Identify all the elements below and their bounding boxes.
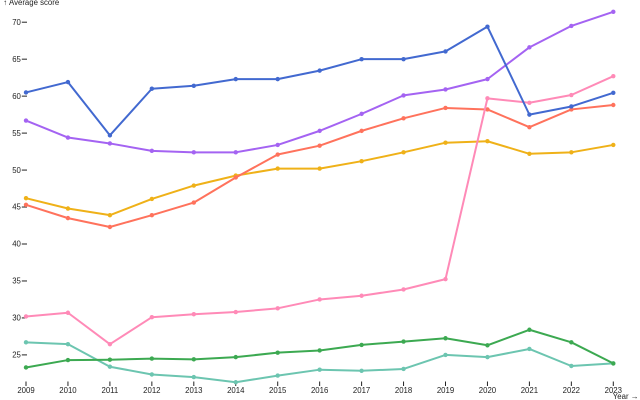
svg-text:2014: 2014 [227,386,245,395]
svg-text:2013: 2013 [185,386,202,395]
svg-text:60: 60 [12,92,21,101]
svg-text:45: 45 [12,203,21,212]
svg-text:2018: 2018 [395,386,412,395]
svg-text:2009: 2009 [17,386,34,395]
svg-text:2023: 2023 [605,386,622,395]
svg-text:55: 55 [12,129,21,138]
svg-text:2020: 2020 [479,386,497,395]
svg-text:Year →: Year → [613,392,639,400]
svg-text:2010: 2010 [59,386,77,395]
svg-text:65: 65 [12,55,21,64]
svg-text:2011: 2011 [102,386,119,395]
svg-text:2021: 2021 [521,386,538,395]
svg-text:↑ Average score: ↑ Average score [3,0,59,7]
svg-text:40: 40 [12,240,21,249]
svg-text:2022: 2022 [563,386,580,395]
svg-text:2019: 2019 [437,386,454,395]
svg-text:2015: 2015 [269,386,287,395]
svg-text:2017: 2017 [353,386,370,395]
svg-text:70: 70 [12,18,21,27]
svg-text:30: 30 [12,314,21,323]
svg-text:2012: 2012 [143,386,160,395]
svg-text:25: 25 [12,351,21,360]
svg-text:2016: 2016 [311,386,328,395]
svg-text:35: 35 [12,277,21,286]
svg-text:50: 50 [12,166,21,175]
